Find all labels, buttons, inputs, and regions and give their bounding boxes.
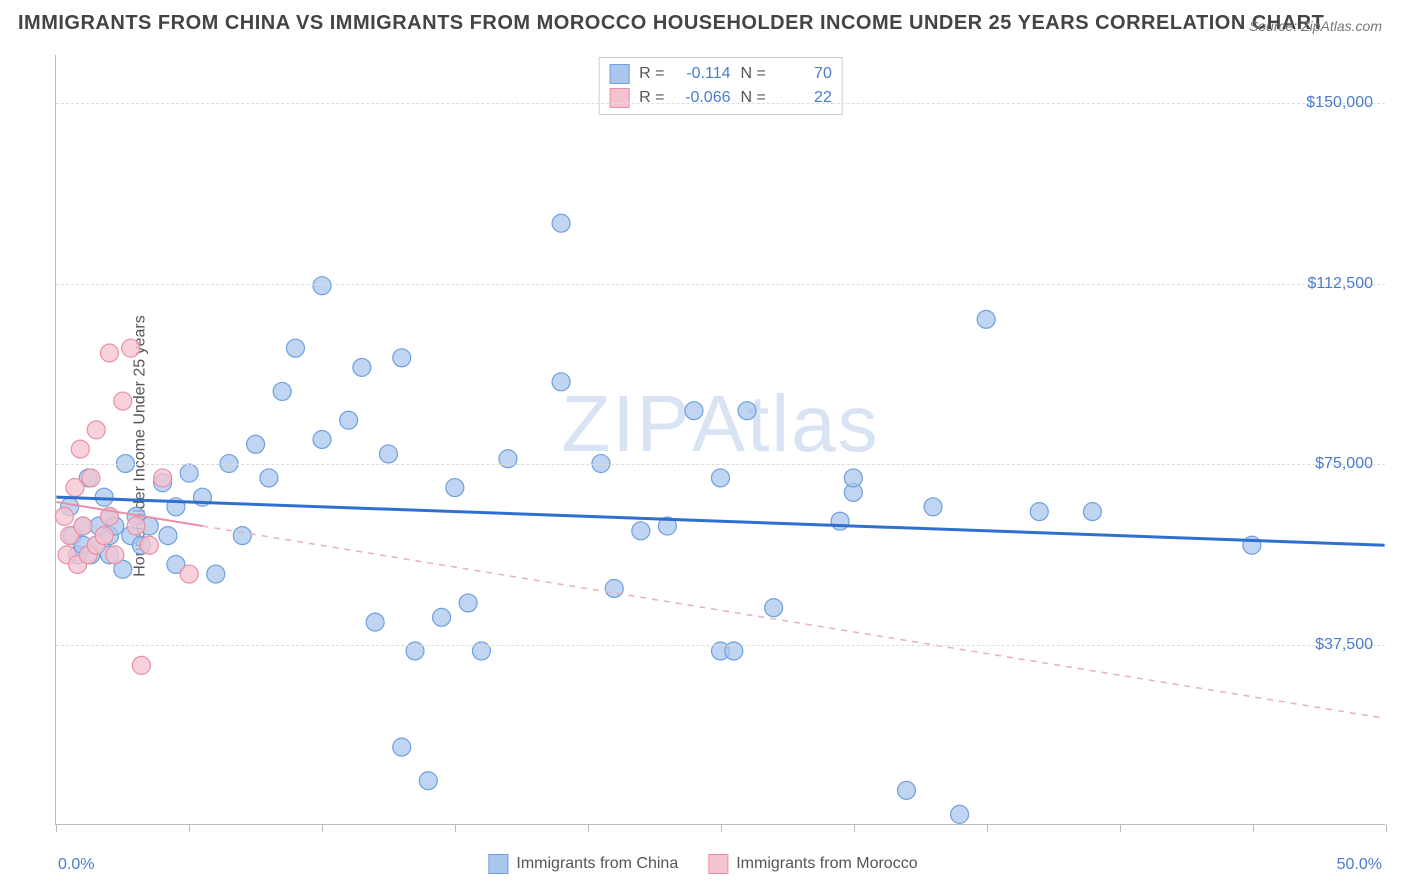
x-tick <box>588 824 589 832</box>
point-morocco <box>55 507 73 525</box>
y-tick-label: $150,000 <box>1306 94 1373 112</box>
point-china <box>1030 503 1048 521</box>
point-china <box>419 772 437 790</box>
point-china <box>977 310 995 328</box>
point-china <box>738 402 756 420</box>
point-china <box>924 498 942 516</box>
point-china <box>379 445 397 463</box>
point-morocco <box>140 536 158 554</box>
x-axis-max-label: 50.0% <box>1337 856 1382 874</box>
point-china <box>353 358 371 376</box>
x-tick <box>1386 824 1387 832</box>
point-china <box>552 373 570 391</box>
y-tick-label: $112,500 <box>1307 275 1373 293</box>
point-morocco <box>71 440 89 458</box>
x-tick <box>1253 824 1254 832</box>
x-tick <box>854 824 855 832</box>
source-value: ZipAtlas.com <box>1301 18 1382 34</box>
point-morocco <box>87 421 105 439</box>
x-tick <box>721 824 722 832</box>
x-tick <box>189 824 190 832</box>
point-china <box>233 527 251 545</box>
legend-label-morocco: Immigrants from Morocco <box>736 855 917 873</box>
point-china <box>1083 503 1101 521</box>
gridline <box>56 464 1385 465</box>
source-credit: Source: ZipAtlas.com <box>1249 18 1382 34</box>
point-china <box>340 411 358 429</box>
point-china <box>286 339 304 357</box>
point-morocco <box>106 546 124 564</box>
point-china <box>313 431 331 449</box>
point-morocco <box>101 344 119 362</box>
legend-item-morocco: Immigrants from Morocco <box>708 854 917 874</box>
point-morocco <box>127 517 145 535</box>
plot-area: ZIPAtlas R = -0.114 N = 70 R = -0.066 N … <box>55 55 1385 825</box>
point-china <box>446 479 464 497</box>
point-china <box>951 805 969 823</box>
legend-label-china: Immigrants from China <box>516 855 678 873</box>
point-china <box>605 580 623 598</box>
point-morocco <box>74 517 92 535</box>
point-china <box>552 214 570 232</box>
legend-swatch-china-bottom <box>488 854 508 874</box>
y-tick-label: $75,000 <box>1315 455 1373 473</box>
chart-title: IMMIGRANTS FROM CHINA VS IMMIGRANTS FROM… <box>18 12 1324 35</box>
point-china <box>393 349 411 367</box>
point-china <box>897 781 915 799</box>
point-china <box>95 488 113 506</box>
point-china <box>712 469 730 487</box>
chart-container: IMMIGRANTS FROM CHINA VS IMMIGRANTS FROM… <box>0 0 1406 892</box>
gridline <box>56 284 1385 285</box>
point-morocco <box>122 339 140 357</box>
legend-item-china: Immigrants from China <box>488 854 678 874</box>
legend-swatch-morocco-bottom <box>708 854 728 874</box>
point-china <box>207 565 225 583</box>
point-morocco <box>66 479 84 497</box>
point-china <box>313 277 331 295</box>
point-china <box>366 613 384 631</box>
legend-series: Immigrants from China Immigrants from Mo… <box>488 854 917 874</box>
x-tick <box>322 824 323 832</box>
x-tick <box>987 824 988 832</box>
point-china <box>765 599 783 617</box>
y-tick-label: $37,500 <box>1315 636 1373 654</box>
point-china <box>260 469 278 487</box>
point-morocco <box>132 656 150 674</box>
point-morocco <box>180 565 198 583</box>
point-china <box>393 738 411 756</box>
point-china <box>159 527 177 545</box>
trend-line-china <box>56 497 1384 545</box>
point-morocco <box>154 469 172 487</box>
point-china <box>831 512 849 530</box>
point-morocco <box>82 469 100 487</box>
source-label: Source: <box>1249 18 1297 34</box>
point-china <box>433 608 451 626</box>
x-tick <box>56 824 57 832</box>
point-china <box>685 402 703 420</box>
point-morocco <box>95 527 113 545</box>
x-tick <box>455 824 456 832</box>
point-china <box>180 464 198 482</box>
point-china <box>247 435 265 453</box>
x-tick <box>1120 824 1121 832</box>
gridline <box>56 645 1385 646</box>
point-china <box>273 382 291 400</box>
point-china <box>632 522 650 540</box>
point-morocco <box>114 392 132 410</box>
point-china <box>844 469 862 487</box>
x-axis-min-label: 0.0% <box>58 856 94 874</box>
gridline <box>56 103 1385 104</box>
scatter-svg <box>56 55 1385 824</box>
point-china <box>459 594 477 612</box>
